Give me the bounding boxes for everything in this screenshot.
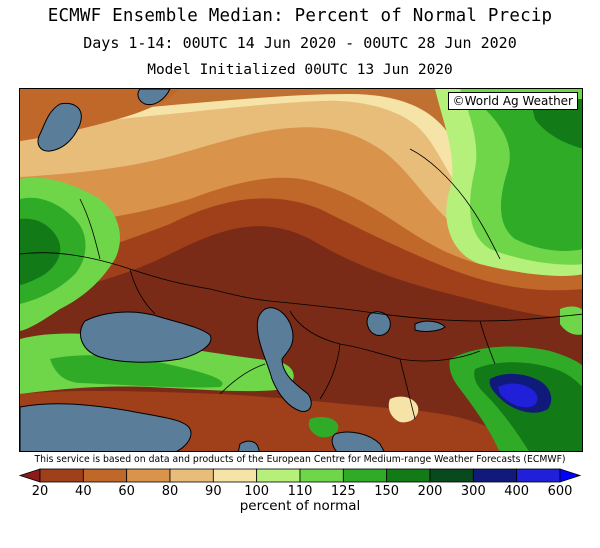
colorbar-segment <box>256 468 301 483</box>
copyright-label: ©World Ag Weather <box>447 92 578 110</box>
model-initialized: Model Initialized 00UTC 13 Jun 2020 <box>147 62 453 78</box>
colorbar-arrow-low <box>18 468 41 483</box>
colorbar-tick-label: 40 <box>75 484 92 499</box>
colorbar-segment <box>169 468 214 483</box>
colorbar-segment <box>299 468 344 483</box>
colorbar-tick-label: 20 <box>31 484 49 499</box>
colorbar-segments <box>18 468 582 483</box>
colorbar-segment <box>82 468 128 483</box>
colorbar-segment <box>212 468 258 483</box>
zone-iran-wet-spot <box>308 417 339 438</box>
water-red-sea <box>237 440 260 451</box>
colorbar-tick-label: 400 <box>504 484 530 499</box>
colorbar-segment <box>126 468 171 483</box>
colorbar-tick-label: 125 <box>330 484 356 499</box>
colorbar-segment <box>516 468 561 483</box>
country-borders <box>20 148 582 420</box>
water-baltic <box>37 102 82 152</box>
colorbar-segment <box>39 468 84 483</box>
colorbar-tick-label: 110 <box>287 484 313 499</box>
colorbar-tick-label: 300 <box>460 484 486 499</box>
water-persian-gulf <box>331 431 385 451</box>
colorbar <box>18 468 582 483</box>
water-mediterranean <box>20 403 192 451</box>
zone-himalaya-blue <box>498 383 538 408</box>
colorbar-arrow-high <box>559 468 582 483</box>
zone-west-verywet <box>20 218 61 285</box>
zone-north-dry <box>20 89 582 229</box>
colorbar-segment <box>429 468 474 483</box>
colorbar-tick-label: 100 <box>244 484 270 499</box>
zone-south-wetter <box>50 355 223 388</box>
zone-east-small-wet <box>560 306 582 335</box>
colorbar-tick-label: 600 <box>547 484 573 499</box>
colorbar-unit-label: percent of normal <box>239 498 361 514</box>
water-black-sea <box>80 311 212 363</box>
colorbar-tick-label: 60 <box>118 484 135 499</box>
colorbar-tick-label: 80 <box>161 484 179 499</box>
colorbar-tick-label: 150 <box>374 484 400 499</box>
colorbar-segment <box>342 468 388 483</box>
forecast-period: Days 1-14: 00UTC 14 Jun 2020 - 00UTC 28 … <box>83 34 517 52</box>
zone-east-wetter <box>485 109 582 251</box>
colorbar-segment <box>386 468 431 483</box>
source-attribution: This service is based on data and produc… <box>34 454 566 465</box>
colorbar-tick-label: 90 <box>205 484 222 499</box>
zone-east-verywet <box>530 99 582 149</box>
precip-map: ©World Ag Weather <box>19 88 583 452</box>
colorbar-segment <box>472 468 518 483</box>
zone-near <box>20 89 582 239</box>
map-title: ECMWF Ensemble Median: Percent of Normal… <box>47 6 553 26</box>
water-white-sea <box>137 89 171 106</box>
water-balkhash <box>414 320 446 332</box>
colorbar-tick-label: 200 <box>417 484 443 499</box>
water-caspian-sea <box>256 307 312 413</box>
precip-map-graphic <box>20 89 582 451</box>
water-aral-sea <box>366 311 391 336</box>
